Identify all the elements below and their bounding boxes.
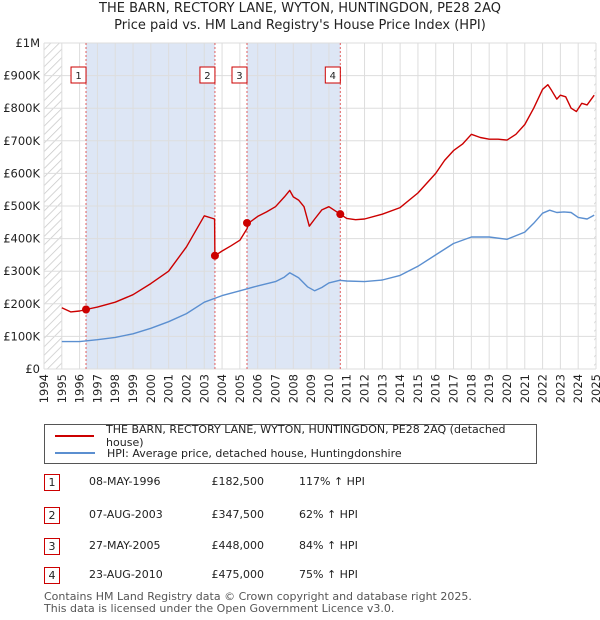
x-tick-label: 2023: [553, 374, 567, 403]
x-tick-label: 2013: [375, 374, 389, 403]
x-tick-label: 2001: [162, 374, 176, 403]
legend-swatch-hpi: [55, 452, 95, 454]
transaction-date: 27-MAY-2005: [89, 539, 161, 552]
x-tick-label: 2022: [536, 374, 550, 403]
x-tick-label: 1997: [90, 374, 104, 403]
x-tick-label: 1996: [73, 374, 87, 403]
x-tick-label: 2010: [322, 374, 336, 403]
transaction-hpi-delta: 84% ↑ HPI: [299, 539, 358, 552]
transaction-marker-label: 2: [204, 71, 210, 82]
x-tick-label: 2014: [393, 374, 407, 403]
transaction-marker-label: 3: [236, 71, 242, 82]
x-tick-label: 2000: [144, 374, 158, 403]
x-tick-label: 2009: [304, 374, 318, 403]
transaction-marker-label: 4: [330, 71, 336, 82]
transaction-date: 08-MAY-1996: [89, 475, 161, 488]
transaction-number: 4: [44, 567, 60, 584]
x-tick-label: 2012: [358, 374, 372, 403]
transaction-number: 2: [44, 507, 60, 524]
x-tick-label: 2002: [179, 374, 193, 403]
x-tick-label: 2007: [268, 374, 282, 403]
transaction-point: [242, 218, 251, 227]
transaction-price: £448,000: [211, 539, 265, 552]
legend-swatch-property: [55, 435, 95, 437]
price-chart: 1 2 3 4 £0 £100K £200K £300K £400K £500K £600K £700…: [3, 36, 600, 403]
transaction-price: £347,500: [211, 508, 265, 521]
x-tick-label: 2015: [411, 374, 425, 403]
legend-label-hpi: HPI: Average price, detached house, Hunt…: [107, 446, 402, 460]
transaction-marker-box: [70, 66, 87, 84]
transaction-point: [336, 210, 345, 219]
footer-copyright: Contains HM Land Registry data © Crown c…: [44, 590, 472, 603]
x-tick-label: 2011: [340, 374, 354, 403]
hpi-line: [61, 209, 595, 343]
x-tick-label: 1995: [55, 374, 69, 403]
transaction-hpi-delta: 62% ↑ HPI: [299, 508, 358, 521]
x-tick-label: 2021: [518, 374, 532, 403]
transaction-price: £475,000: [211, 568, 265, 581]
transaction-marker-box: [324, 66, 341, 84]
y-tick-label: £800K: [3, 101, 40, 115]
transaction-point: [210, 251, 219, 260]
x-tick-label: 2020: [500, 374, 514, 403]
series-group: [61, 83, 595, 343]
transaction-marker-box: [231, 66, 248, 84]
y-tick-label: £400K: [3, 232, 40, 246]
legend-item-hpi: HPI: Average price, detached house, Hunt…: [55, 445, 402, 461]
transaction-price: £182,500: [211, 475, 265, 488]
x-tick-label: 2006: [251, 374, 265, 403]
x-tick-label: 2005: [233, 374, 247, 403]
y-tick-label: £100K: [3, 329, 40, 343]
transaction-marker-box: [199, 66, 216, 84]
x-tick-label: 1994: [37, 374, 51, 403]
transaction-marker-label: 1: [75, 71, 81, 82]
y-tick-label: £500K: [3, 199, 40, 213]
legend-item-property: THE BARN, RECTORY LANE, WYTON, HUNTINGDO…: [55, 423, 536, 449]
footer-licence: This data is licensed under the Open Gov…: [44, 602, 395, 615]
x-tick-label: 2025: [589, 374, 600, 403]
chart-title: THE BARN, RECTORY LANE, WYTON, HUNTINGDO…: [99, 1, 501, 16]
transaction-date: 07-AUG-2003: [89, 508, 163, 521]
chart-legend: THE BARN, RECTORY LANE, WYTON, HUNTINGDO…: [44, 423, 537, 464]
chart-subtitle: Price paid vs. HM Land Registry's House …: [114, 18, 486, 33]
x-tick-label: 2016: [429, 374, 443, 403]
transaction-hpi-delta: 117% ↑ HPI: [299, 475, 365, 488]
transaction-number: 1: [44, 474, 60, 491]
x-tick-label: 2018: [464, 374, 478, 403]
y-tick-label: £600K: [3, 166, 40, 180]
x-tick-label: 2003: [197, 374, 211, 403]
y-tick-label: £700K: [3, 134, 40, 148]
x-tick-label: 2008: [286, 374, 300, 403]
y-tick-label: £300K: [3, 264, 40, 278]
x-tick-label: 2017: [447, 374, 461, 403]
y-tick-label: £1M: [15, 36, 40, 50]
legend-label-property: THE BARN, RECTORY LANE, WYTON, HUNTINGDO…: [106, 423, 506, 449]
transaction-number: 3: [44, 538, 60, 555]
x-tick-label: 2019: [482, 374, 496, 403]
x-tick-label: 1999: [126, 374, 140, 403]
transaction-hpi-delta: 75% ↑ HPI: [299, 568, 358, 581]
transaction-point: [82, 305, 91, 314]
x-tick-label: 2004: [215, 374, 229, 403]
y-tick-label: £0: [25, 362, 40, 376]
x-tick-label: 1998: [108, 374, 122, 403]
y-tick-label: £900K: [3, 69, 40, 83]
property-price-line: [61, 83, 595, 313]
y-tick-label: £200K: [3, 297, 40, 311]
transaction-date: 23-AUG-2010: [89, 568, 163, 581]
x-tick-label: 2024: [571, 374, 585, 403]
